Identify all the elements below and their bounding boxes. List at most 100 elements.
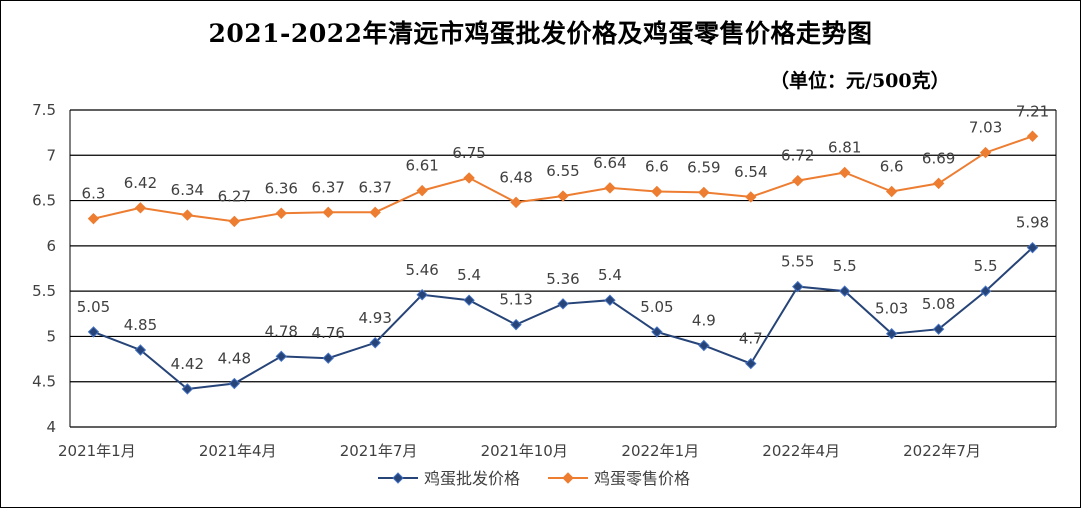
data-label: 5.46 bbox=[405, 261, 438, 279]
y-tick-label: 4.5 bbox=[32, 373, 56, 391]
data-point bbox=[463, 172, 475, 184]
data-label: 4.93 bbox=[358, 309, 391, 327]
data-point bbox=[839, 285, 851, 297]
legend-label: 鸡蛋批发价格 bbox=[424, 469, 520, 488]
data-label: 5.98 bbox=[1016, 214, 1049, 232]
legend-marker bbox=[562, 472, 574, 484]
y-tick-label: 5.5 bbox=[32, 282, 56, 300]
data-label: 4.7 bbox=[739, 330, 763, 348]
data-label: 6.54 bbox=[734, 163, 767, 181]
data-point bbox=[275, 350, 287, 363]
data-point bbox=[604, 182, 616, 194]
data-point bbox=[416, 289, 428, 301]
data-point bbox=[932, 323, 945, 335]
data-point bbox=[885, 185, 898, 198]
data-label: 7.03 bbox=[969, 119, 1002, 137]
data-point bbox=[651, 326, 663, 338]
legend: 鸡蛋批发价格 鸡蛋零售价格 bbox=[378, 469, 690, 488]
y-tick-label: 6 bbox=[46, 237, 56, 255]
y-tick-label: 6.5 bbox=[32, 192, 56, 210]
data-point bbox=[510, 196, 522, 209]
data-label: 6.64 bbox=[593, 154, 626, 172]
data-label: 5.05 bbox=[640, 298, 673, 316]
data-label: 6.34 bbox=[171, 181, 204, 199]
data-point bbox=[557, 298, 569, 310]
data-point bbox=[369, 206, 381, 219]
x-tick-label: 2022年4月 bbox=[762, 442, 840, 460]
data-label: 6.75 bbox=[452, 144, 485, 162]
data-label: 6.69 bbox=[922, 149, 955, 167]
x-tick-label: 2022年7月 bbox=[903, 442, 981, 460]
data-point bbox=[1026, 130, 1039, 142]
data-label: 5.4 bbox=[457, 266, 481, 284]
data-label: 5.5 bbox=[833, 257, 857, 275]
data-label: 6.3 bbox=[82, 185, 106, 203]
data-point bbox=[979, 146, 992, 159]
x-axis-ticks: 2021年1月 2021年4月 2021年7月 2021年10月 2022年1月 2022… bbox=[58, 442, 981, 460]
data-point bbox=[134, 202, 147, 214]
x-tick-label: 2021年10月 bbox=[481, 442, 568, 460]
data-point bbox=[87, 212, 100, 225]
data-label: 4.85 bbox=[124, 316, 157, 334]
data-point bbox=[416, 184, 428, 197]
chart-title: 2021-2022年清远市鸡蛋批发价格及鸡蛋零售价格走势图 bbox=[208, 19, 873, 48]
data-label: 5.36 bbox=[546, 270, 579, 288]
data-label: 6.61 bbox=[405, 157, 438, 175]
data-label: 5.03 bbox=[875, 300, 908, 318]
data-point bbox=[322, 206, 334, 219]
data-point bbox=[87, 326, 100, 338]
x-tick-label: 2022年1月 bbox=[621, 442, 699, 460]
data-point bbox=[979, 285, 992, 297]
data-label: 4.9 bbox=[692, 311, 716, 329]
data-label: 5.13 bbox=[499, 291, 532, 309]
series-group: 5.05 4.85 4.42 4.48 4.78 4.76 4.93 5.46 5.4 5.13 5… bbox=[77, 102, 1049, 395]
legend-label: 鸡蛋零售价格 bbox=[594, 469, 690, 488]
data-point bbox=[792, 174, 804, 187]
data-point bbox=[745, 191, 757, 203]
data-point bbox=[275, 207, 287, 219]
data-label: 5.05 bbox=[77, 298, 110, 316]
data-label: 6.55 bbox=[546, 162, 579, 180]
data-label: 4.78 bbox=[265, 322, 298, 340]
data-point bbox=[839, 166, 851, 179]
data-point bbox=[510, 318, 522, 331]
data-point bbox=[745, 357, 757, 370]
x-tick-label: 2021年4月 bbox=[199, 442, 277, 460]
data-point bbox=[604, 294, 616, 306]
data-label: 6.27 bbox=[218, 187, 251, 205]
x-tick-label: 2021年1月 bbox=[58, 442, 136, 460]
data-point bbox=[651, 185, 663, 198]
data-label: 6.37 bbox=[312, 178, 345, 196]
data-label: 6.37 bbox=[358, 178, 391, 196]
y-tick-label: 7 bbox=[46, 146, 56, 164]
data-point bbox=[463, 294, 475, 306]
data-point bbox=[885, 328, 898, 340]
unit-label: （单位：元/500克） bbox=[770, 70, 950, 92]
data-label: 6.72 bbox=[781, 147, 814, 165]
data-point bbox=[792, 280, 804, 293]
data-point bbox=[1026, 241, 1039, 254]
y-tick-label: 4 bbox=[46, 418, 56, 436]
data-label: 4.48 bbox=[218, 350, 251, 368]
data-label: 6.81 bbox=[828, 138, 861, 156]
data-label: 6.42 bbox=[124, 174, 157, 192]
data-label: 7.21 bbox=[1016, 102, 1049, 120]
data-point bbox=[134, 344, 147, 356]
data-point bbox=[228, 215, 241, 228]
data-label: 5.55 bbox=[781, 253, 814, 271]
data-label: 5.08 bbox=[922, 295, 955, 313]
data-point bbox=[932, 177, 945, 190]
x-tick-label: 2021年7月 bbox=[340, 442, 418, 460]
legend-marker bbox=[392, 472, 404, 484]
data-point bbox=[557, 190, 569, 202]
data-label: 6.36 bbox=[265, 179, 298, 197]
y-tick-label: 7.5 bbox=[32, 101, 56, 119]
data-point bbox=[181, 209, 194, 221]
data-point bbox=[698, 186, 710, 199]
y-axis-ticks: 4 4.5 5 5.5 6 6.5 7 7.5 bbox=[32, 101, 56, 436]
data-label: 6.6 bbox=[880, 158, 904, 176]
data-label: 5.4 bbox=[598, 266, 622, 284]
data-point bbox=[228, 377, 241, 390]
